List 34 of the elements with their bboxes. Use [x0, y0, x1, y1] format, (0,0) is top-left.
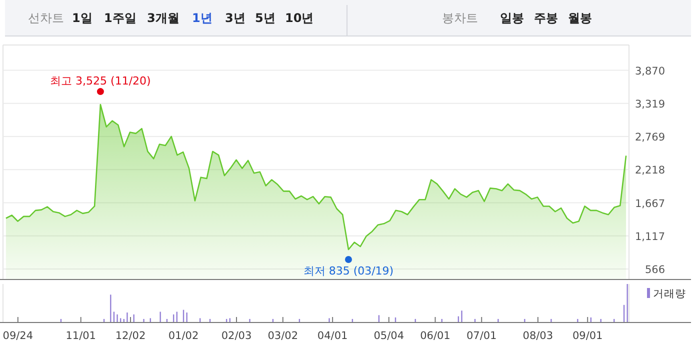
text: 3개월: [147, 11, 180, 25]
text: 선차트: [28, 11, 64, 25]
text: 1일: [72, 11, 92, 25]
x-tick-label: 04/01: [317, 330, 348, 342]
text: 1주일: [104, 11, 136, 25]
x-tick-label: 11/01: [66, 330, 96, 342]
y-tick-label: 566: [644, 264, 666, 276]
x-tick-label: 09/01: [572, 330, 603, 342]
text: 1년: [192, 11, 212, 25]
annotation: 최고 3,525 (11/20): [50, 74, 151, 88]
y-tick-label: 3,870: [634, 65, 665, 78]
text: 10년: [285, 11, 314, 25]
y-tick-label: 2,218: [634, 164, 665, 177]
y-tick-label: 2,769: [634, 131, 665, 144]
y-tick-label: 1,667: [634, 198, 665, 210]
x-tick-label: 08/03: [522, 330, 554, 342]
legend-label: 거래량: [653, 288, 686, 300]
y-tick-label: 3,319: [634, 98, 665, 110]
x-tick-label: 01/02: [168, 330, 199, 342]
text: 일봉: [500, 11, 524, 25]
text: 주봉: [534, 11, 558, 25]
annotation: 최저 835 (03/19): [303, 264, 394, 278]
x-tick-label: 07/01: [466, 330, 497, 342]
y-tick-label: 1,117: [634, 230, 665, 243]
text: 월봉: [568, 11, 592, 25]
x-tick-label: 06/01: [420, 330, 450, 342]
x-tick-label: 02/03: [221, 330, 252, 342]
text: 5년: [255, 11, 276, 25]
text: 봉차트: [442, 11, 478, 25]
text: 3년: [225, 11, 246, 25]
x-tick-label: 05/04: [374, 330, 404, 342]
x-tick-label: 12/02: [115, 330, 146, 342]
x-tick-label: 09/24: [2, 330, 34, 342]
x-tick-label: 03/02: [268, 330, 298, 342]
